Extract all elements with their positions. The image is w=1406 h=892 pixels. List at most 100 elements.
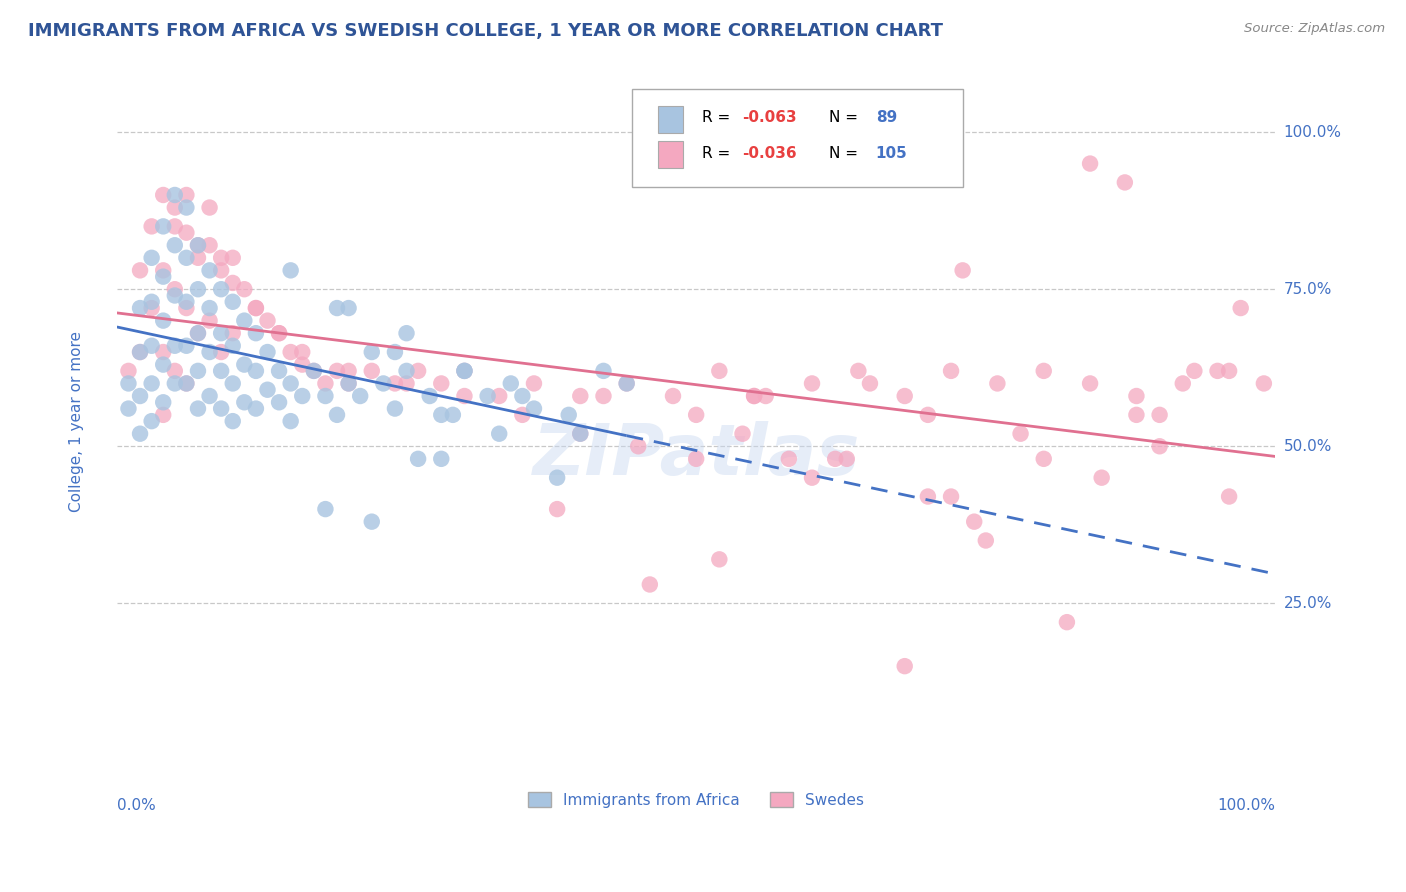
Point: [280, 263, 302, 277]
Point: [314, 376, 336, 391]
Point: [1149, 408, 1171, 422]
Point: [233, 358, 256, 372]
Point: [523, 401, 546, 416]
Text: 25.0%: 25.0%: [1284, 596, 1331, 611]
Point: [141, 301, 163, 315]
Point: [245, 326, 267, 341]
FancyBboxPatch shape: [658, 141, 683, 168]
Point: [163, 339, 186, 353]
Point: [267, 326, 290, 341]
Point: [314, 389, 336, 403]
Point: [176, 226, 198, 240]
Point: [406, 451, 429, 466]
Point: [523, 376, 546, 391]
Point: [222, 414, 245, 428]
Point: [1010, 426, 1032, 441]
Point: [662, 389, 685, 403]
Point: [209, 401, 232, 416]
Point: [176, 339, 198, 353]
Point: [742, 389, 765, 403]
Point: [129, 345, 152, 359]
Point: [233, 282, 256, 296]
Point: [685, 451, 707, 466]
Point: [163, 364, 186, 378]
Point: [337, 364, 360, 378]
Point: [163, 238, 186, 252]
Point: [1032, 451, 1054, 466]
Point: [1218, 490, 1240, 504]
Point: [453, 364, 475, 378]
Point: [302, 364, 325, 378]
Point: [267, 364, 290, 378]
Point: [453, 389, 475, 403]
Legend: Immigrants from Africa, Swedes: Immigrants from Africa, Swedes: [522, 786, 870, 814]
Point: [280, 345, 302, 359]
Point: [709, 364, 731, 378]
Text: 0.0%: 0.0%: [117, 797, 156, 813]
Point: [430, 376, 453, 391]
Point: [1206, 364, 1229, 378]
Text: 100.0%: 100.0%: [1218, 797, 1275, 813]
Point: [974, 533, 997, 548]
Point: [209, 345, 232, 359]
Point: [384, 376, 406, 391]
Point: [163, 219, 186, 234]
Point: [198, 263, 221, 277]
Point: [222, 339, 245, 353]
Point: [267, 395, 290, 409]
Point: [176, 301, 198, 315]
Point: [152, 269, 174, 284]
Point: [326, 408, 349, 422]
Text: R =: R =: [702, 110, 735, 125]
Point: [222, 376, 245, 391]
Point: [209, 263, 232, 277]
Point: [129, 426, 152, 441]
Point: [187, 401, 209, 416]
Point: [291, 389, 314, 403]
Point: [1229, 301, 1251, 315]
Point: [337, 301, 360, 315]
Point: [222, 276, 245, 290]
Point: [512, 408, 534, 422]
Point: [1171, 376, 1194, 391]
Point: [176, 201, 198, 215]
Point: [198, 345, 221, 359]
Point: [546, 471, 568, 485]
Point: [952, 263, 974, 277]
Point: [1182, 364, 1205, 378]
Point: [986, 376, 1008, 391]
Point: [939, 490, 962, 504]
Point: [477, 389, 499, 403]
Text: 100.0%: 100.0%: [1284, 125, 1341, 140]
Point: [163, 282, 186, 296]
Text: ZIPatlas: ZIPatlas: [533, 420, 860, 490]
Point: [337, 376, 360, 391]
Point: [152, 188, 174, 202]
Point: [1091, 471, 1114, 485]
Point: [163, 188, 186, 202]
Point: [917, 408, 939, 422]
Point: [152, 408, 174, 422]
Point: [360, 345, 382, 359]
Point: [441, 408, 464, 422]
Point: [198, 313, 221, 327]
Point: [709, 552, 731, 566]
Point: [187, 282, 209, 296]
Point: [395, 326, 418, 341]
Point: [176, 188, 198, 202]
Point: [592, 389, 614, 403]
Point: [1218, 364, 1240, 378]
Point: [209, 282, 232, 296]
Point: [163, 376, 186, 391]
Point: [419, 389, 441, 403]
Point: [233, 395, 256, 409]
Point: [893, 659, 915, 673]
Text: 50.0%: 50.0%: [1284, 439, 1331, 454]
Text: R =: R =: [702, 145, 735, 161]
Point: [267, 326, 290, 341]
Text: N =: N =: [830, 145, 863, 161]
Point: [592, 364, 614, 378]
Point: [256, 383, 278, 397]
Point: [163, 201, 186, 215]
Point: [917, 490, 939, 504]
